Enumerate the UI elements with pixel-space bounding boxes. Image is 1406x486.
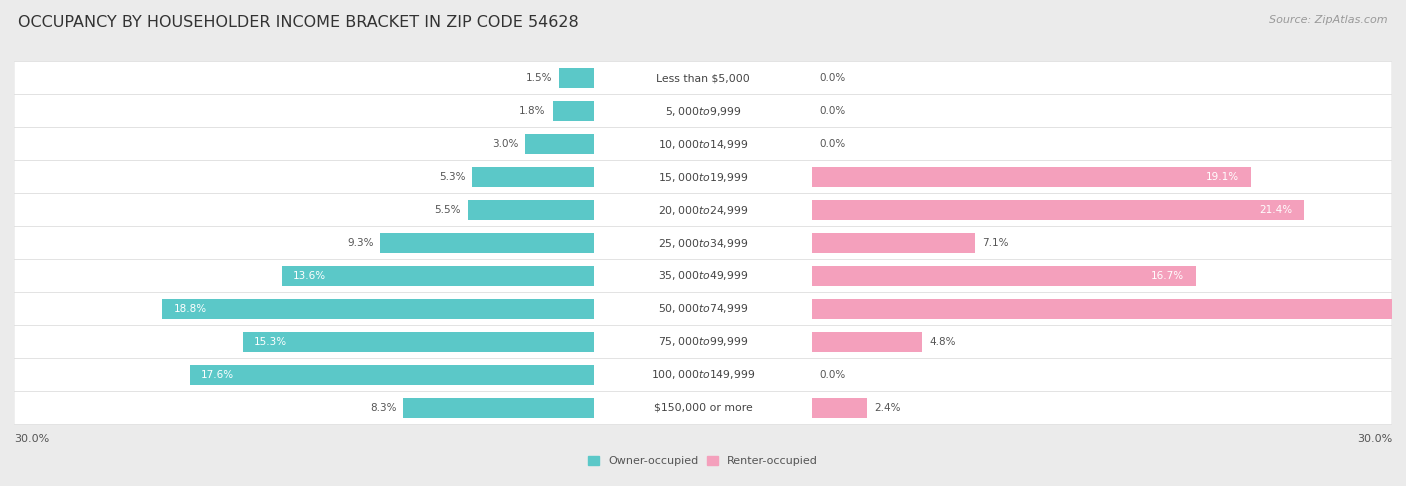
FancyBboxPatch shape xyxy=(14,359,1392,391)
Bar xyxy=(162,299,593,319)
Legend: Owner-occupied, Renter-occupied: Owner-occupied, Renter-occupied xyxy=(588,456,818,467)
Text: $25,000 to $34,999: $25,000 to $34,999 xyxy=(658,237,748,249)
Text: 17.6%: 17.6% xyxy=(201,370,235,380)
Text: 21.4%: 21.4% xyxy=(1258,205,1292,215)
Text: Less than $5,000: Less than $5,000 xyxy=(657,73,749,83)
Text: $15,000 to $19,999: $15,000 to $19,999 xyxy=(658,171,748,184)
Bar xyxy=(553,101,593,121)
Bar xyxy=(243,332,593,352)
Text: $100,000 to $149,999: $100,000 to $149,999 xyxy=(651,368,755,382)
Text: 2.4%: 2.4% xyxy=(875,403,901,413)
FancyBboxPatch shape xyxy=(14,127,1392,160)
Bar xyxy=(813,266,1195,286)
Text: 5.3%: 5.3% xyxy=(439,172,465,182)
Bar xyxy=(524,134,593,154)
Text: 19.1%: 19.1% xyxy=(1206,172,1239,182)
FancyBboxPatch shape xyxy=(14,226,1392,260)
Text: 0.0%: 0.0% xyxy=(818,106,845,116)
Text: 30.0%: 30.0% xyxy=(1357,434,1392,444)
Text: 13.6%: 13.6% xyxy=(292,271,326,281)
Bar xyxy=(281,266,593,286)
Text: 3.0%: 3.0% xyxy=(492,139,519,149)
FancyBboxPatch shape xyxy=(14,326,1392,359)
Text: 4.8%: 4.8% xyxy=(929,337,956,347)
Bar xyxy=(813,332,922,352)
FancyBboxPatch shape xyxy=(14,260,1392,293)
Text: 5.5%: 5.5% xyxy=(434,205,461,215)
FancyBboxPatch shape xyxy=(14,193,1392,226)
Text: $75,000 to $99,999: $75,000 to $99,999 xyxy=(658,335,748,348)
Text: $10,000 to $14,999: $10,000 to $14,999 xyxy=(658,138,748,151)
Bar xyxy=(381,233,593,253)
Bar xyxy=(813,299,1406,319)
Text: $5,000 to $9,999: $5,000 to $9,999 xyxy=(665,104,741,118)
Text: 7.1%: 7.1% xyxy=(981,238,1008,248)
Text: 0.0%: 0.0% xyxy=(818,370,845,380)
Text: 15.3%: 15.3% xyxy=(254,337,287,347)
Bar xyxy=(813,233,976,253)
Bar xyxy=(813,167,1251,187)
Text: 30.0%: 30.0% xyxy=(14,434,49,444)
Text: $20,000 to $24,999: $20,000 to $24,999 xyxy=(658,204,748,217)
Text: $35,000 to $49,999: $35,000 to $49,999 xyxy=(658,269,748,282)
Bar xyxy=(813,398,868,418)
Text: Source: ZipAtlas.com: Source: ZipAtlas.com xyxy=(1270,15,1388,25)
Text: $50,000 to $74,999: $50,000 to $74,999 xyxy=(658,302,748,315)
Text: 8.3%: 8.3% xyxy=(370,403,396,413)
FancyBboxPatch shape xyxy=(14,95,1392,127)
Bar xyxy=(560,68,593,88)
Text: 1.8%: 1.8% xyxy=(519,106,546,116)
Text: 1.5%: 1.5% xyxy=(526,73,553,83)
Text: 16.7%: 16.7% xyxy=(1152,271,1184,281)
Text: 9.3%: 9.3% xyxy=(347,238,374,248)
FancyBboxPatch shape xyxy=(14,293,1392,326)
FancyBboxPatch shape xyxy=(14,62,1392,95)
Bar xyxy=(472,167,593,187)
FancyBboxPatch shape xyxy=(14,391,1392,424)
Bar xyxy=(468,200,593,220)
Bar xyxy=(813,200,1303,220)
Text: 18.8%: 18.8% xyxy=(174,304,207,314)
Text: 0.0%: 0.0% xyxy=(818,73,845,83)
Text: $150,000 or more: $150,000 or more xyxy=(654,403,752,413)
Text: 0.0%: 0.0% xyxy=(818,139,845,149)
Bar xyxy=(190,365,593,385)
FancyBboxPatch shape xyxy=(14,160,1392,193)
Text: OCCUPANCY BY HOUSEHOLDER INCOME BRACKET IN ZIP CODE 54628: OCCUPANCY BY HOUSEHOLDER INCOME BRACKET … xyxy=(18,15,579,30)
Bar xyxy=(404,398,593,418)
